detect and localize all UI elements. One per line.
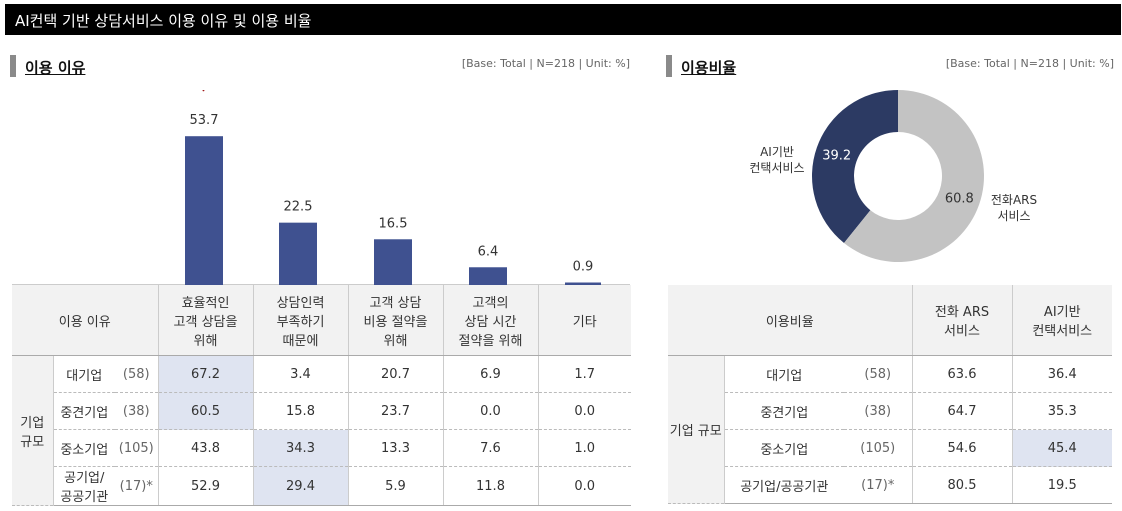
table-cell: 13.3 bbox=[347, 429, 443, 467]
left-section-title: 이용 이유 bbox=[25, 59, 86, 77]
bar-value-label: 0.9 bbox=[573, 260, 594, 275]
row-name: 대기업 bbox=[53, 355, 115, 393]
table-row: 중견기업 (38) 64.7 35.3 bbox=[668, 392, 1112, 430]
table-row: 중소기업 (105) 43.8 34.3 13.3 7.6 1.0 bbox=[12, 429, 631, 467]
donut-value-label: 39.2 bbox=[822, 148, 851, 163]
left-base-note: [Base: Total | N=218 | Unit: %] bbox=[461, 57, 630, 70]
table-cell: 7.6 bbox=[442, 429, 538, 467]
table-column-header: 효율적인 고객 상담을 위해 bbox=[157, 285, 253, 356]
row-sample-size: (58) bbox=[844, 355, 912, 393]
row-name: 공기업/공공기관 bbox=[53, 466, 115, 506]
table-cell: 67.2 bbox=[157, 355, 253, 393]
donut-category-label: 전화ARS 서비스 bbox=[991, 193, 1037, 223]
section-marker bbox=[10, 55, 16, 77]
row-name: 대기업 bbox=[724, 355, 844, 393]
table-cell: 15.8 bbox=[252, 392, 348, 430]
table-column-header: 고객의 상담 시간 절약을 위해 bbox=[442, 285, 538, 356]
table-row: 중견기업 (38) 60.5 15.8 23.7 0.0 0.0 bbox=[12, 392, 631, 430]
row-name: 공기업/공공기관 bbox=[724, 466, 844, 504]
check-mark: √ bbox=[197, 90, 211, 96]
table-row: 기업 규모 대기업 (58) 63.6 36.4 bbox=[668, 355, 1112, 504]
row-sample-size: (58) bbox=[115, 355, 158, 393]
bar bbox=[279, 222, 317, 285]
row-sample-size: (105) bbox=[115, 429, 158, 467]
page-title-bar: AI컨택 기반 상담서비스 이용 이유 및 이용 비율 bbox=[5, 4, 1121, 35]
bar-value-label: 22.5 bbox=[284, 200, 313, 215]
row-name: 중견기업 bbox=[53, 392, 115, 430]
row-name: 중소기업 bbox=[53, 429, 115, 467]
donut-slice bbox=[844, 90, 984, 262]
right-base-note: [Base: Total | N=218 | Unit: %] bbox=[945, 57, 1114, 70]
table-cell: 23.7 bbox=[347, 392, 443, 430]
right-section-title: 이용비율 bbox=[681, 59, 737, 77]
table-column-header: 기타 bbox=[537, 285, 631, 356]
row-name: 중견기업 bbox=[724, 392, 844, 430]
table-cell: 0.0 bbox=[537, 392, 631, 430]
bar bbox=[469, 267, 507, 285]
table-cell: 20.7 bbox=[347, 355, 443, 393]
table-cell: 60.5 bbox=[157, 392, 253, 430]
group-label: 기업 규모 bbox=[668, 355, 725, 504]
table-cell: 34.3 bbox=[252, 429, 348, 467]
donut-value-label: 60.8 bbox=[945, 192, 974, 207]
left-reason-table: 이용 이유 효율적인 고객 상담을 위해 상담인력 부족하기 때문에 고객 상담 비용 절약을 위… bbox=[12, 285, 631, 506]
table-cell: 0.0 bbox=[537, 466, 631, 506]
table-row: 기업 규모 대기업 (58) 67.2 3.4 20.7 6.9 1.7 bbox=[12, 355, 631, 506]
table-cell: 1.0 bbox=[537, 429, 631, 467]
table-cell: 19.5 bbox=[1011, 466, 1112, 504]
row-sample-size: (17)* bbox=[115, 466, 158, 506]
bar-chart: 53.7 22.5 16.5 6.4 0.9 √ bbox=[12, 90, 630, 286]
table-cell: 35.3 bbox=[1011, 392, 1112, 430]
table-cell: 63.6 bbox=[911, 355, 1012, 393]
table-column-header: AI기반 컨택서비스 bbox=[1011, 285, 1112, 356]
bar-value-label: 16.5 bbox=[379, 216, 408, 231]
table-cell: 1.7 bbox=[537, 355, 631, 393]
table-row: 공기업/공공기관 (17)* 80.5 19.5 bbox=[668, 466, 1112, 504]
table-row: 공기업/공공기관 (17)* 52.9 29.4 5.9 11.8 0.0 bbox=[12, 466, 631, 506]
table-row: 중소기업 (105) 54.6 45.4 bbox=[668, 429, 1112, 467]
bar bbox=[374, 239, 412, 285]
row-sample-size: (105) bbox=[844, 429, 912, 467]
table-cell: 11.8 bbox=[442, 466, 538, 506]
group-label: 기업 규모 bbox=[12, 355, 54, 506]
donut-slice bbox=[812, 90, 898, 243]
table-cell: 6.9 bbox=[442, 355, 538, 393]
table-header-label: 이용 이유 bbox=[12, 285, 158, 356]
table-column-header: 고객 상담 비용 절약을 위해 bbox=[347, 285, 443, 356]
table-cell: 45.4 bbox=[1011, 429, 1112, 467]
row-sample-size: (17)* bbox=[844, 466, 912, 504]
page-title: AI컨택 기반 상담서비스 이용 이유 및 이용 비율 bbox=[15, 12, 312, 30]
bar-value-label: 53.7 bbox=[190, 113, 219, 128]
section-marker bbox=[666, 55, 672, 77]
table-header-label: 이용비율 bbox=[668, 285, 912, 356]
row-name: 중소기업 bbox=[724, 429, 844, 467]
table-cell: 0.0 bbox=[442, 392, 538, 430]
donut-category-label: AI기반 컨택서비스 bbox=[749, 145, 804, 175]
table-cell: 64.7 bbox=[911, 392, 1012, 430]
table-cell: 80.5 bbox=[911, 466, 1012, 504]
table-cell: 29.4 bbox=[252, 466, 348, 506]
bar bbox=[565, 282, 601, 285]
right-ratio-table: 이용비율 전화 ARS 서비스 AI기반 컨택서비스 기업 규모 대기업 (58) 63.6 36… bbox=[668, 285, 1112, 504]
bar-value-label: 6.4 bbox=[478, 244, 499, 259]
table-cell: 36.4 bbox=[1011, 355, 1112, 393]
table-cell: 3.4 bbox=[252, 355, 348, 393]
table-cell: 43.8 bbox=[157, 429, 253, 467]
row-sample-size: (38) bbox=[844, 392, 912, 430]
table-column-header: 전화 ARS 서비스 bbox=[911, 285, 1012, 356]
table-cell: 5.9 bbox=[347, 466, 443, 506]
table-cell: 54.6 bbox=[911, 429, 1012, 467]
bar bbox=[185, 136, 223, 285]
table-cell: 52.9 bbox=[157, 466, 253, 506]
table-column-header: 상담인력 부족하기 때문에 bbox=[252, 285, 348, 356]
row-sample-size: (38) bbox=[115, 392, 158, 430]
